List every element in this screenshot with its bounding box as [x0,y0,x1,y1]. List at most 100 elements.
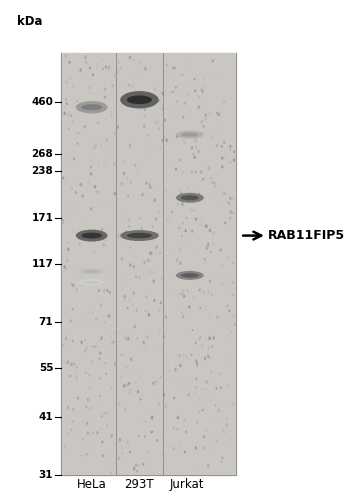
Circle shape [125,211,126,212]
Circle shape [66,334,68,337]
Circle shape [159,100,160,102]
Circle shape [196,251,197,252]
Circle shape [79,394,80,395]
Circle shape [130,222,132,225]
Circle shape [212,465,213,466]
Circle shape [196,360,197,362]
Circle shape [213,232,214,234]
Circle shape [220,416,221,418]
Circle shape [205,358,206,359]
Circle shape [202,90,203,93]
Circle shape [127,308,128,309]
Circle shape [201,345,203,347]
Circle shape [166,64,167,66]
Circle shape [96,171,97,173]
Circle shape [144,126,145,127]
Circle shape [78,397,79,399]
Circle shape [110,154,111,156]
Circle shape [176,136,177,137]
Circle shape [162,140,163,141]
Circle shape [104,290,105,292]
Circle shape [161,91,162,92]
Circle shape [219,210,220,212]
Circle shape [76,412,78,414]
Circle shape [72,340,73,342]
Circle shape [113,99,115,101]
Circle shape [121,377,122,378]
Circle shape [220,371,221,373]
Circle shape [187,290,188,292]
Circle shape [212,60,213,62]
Circle shape [146,348,147,350]
Text: 41: 41 [39,412,53,423]
Circle shape [143,463,144,465]
Text: 171: 171 [31,213,53,223]
Circle shape [114,75,115,76]
Circle shape [203,292,204,294]
Circle shape [106,428,108,430]
Circle shape [178,293,179,295]
Circle shape [180,159,181,161]
Circle shape [151,417,152,418]
Circle shape [163,435,164,436]
Circle shape [121,183,122,185]
Circle shape [192,195,193,197]
Circle shape [150,186,151,189]
Text: 238: 238 [31,166,53,176]
Circle shape [71,115,72,117]
Circle shape [129,298,130,300]
Ellipse shape [83,270,100,273]
Circle shape [147,336,148,338]
Circle shape [112,85,113,87]
Circle shape [157,173,158,176]
Circle shape [182,74,183,76]
Circle shape [81,421,82,423]
Circle shape [195,171,196,173]
Circle shape [123,288,124,290]
Circle shape [196,387,197,388]
Circle shape [94,147,95,148]
Circle shape [218,440,219,442]
Circle shape [156,381,157,382]
Circle shape [114,132,115,134]
Circle shape [68,114,69,116]
Circle shape [164,362,165,364]
Circle shape [132,85,133,87]
Circle shape [191,171,192,173]
Circle shape [114,162,115,164]
Circle shape [90,208,92,210]
Circle shape [66,103,67,104]
Circle shape [202,175,203,176]
Circle shape [176,380,177,382]
Circle shape [208,355,209,357]
Circle shape [217,112,218,114]
Circle shape [205,388,206,390]
Circle shape [166,139,167,141]
Circle shape [216,145,217,146]
Circle shape [179,355,180,357]
Circle shape [197,392,198,394]
Text: 293T: 293T [125,478,154,491]
Circle shape [206,247,207,249]
Circle shape [62,135,63,136]
Circle shape [100,378,101,379]
Circle shape [82,439,83,440]
Circle shape [191,355,192,356]
Circle shape [205,118,206,120]
Circle shape [192,329,193,330]
Circle shape [148,260,149,261]
Circle shape [76,289,77,290]
Circle shape [220,249,221,251]
Circle shape [200,308,201,309]
Circle shape [147,236,148,238]
Circle shape [206,381,207,383]
Circle shape [80,69,81,71]
Circle shape [216,387,217,389]
Circle shape [186,349,187,350]
Circle shape [122,452,123,453]
Circle shape [232,402,234,404]
Circle shape [73,318,74,320]
Circle shape [209,337,210,340]
Circle shape [184,142,185,143]
Circle shape [130,388,131,390]
